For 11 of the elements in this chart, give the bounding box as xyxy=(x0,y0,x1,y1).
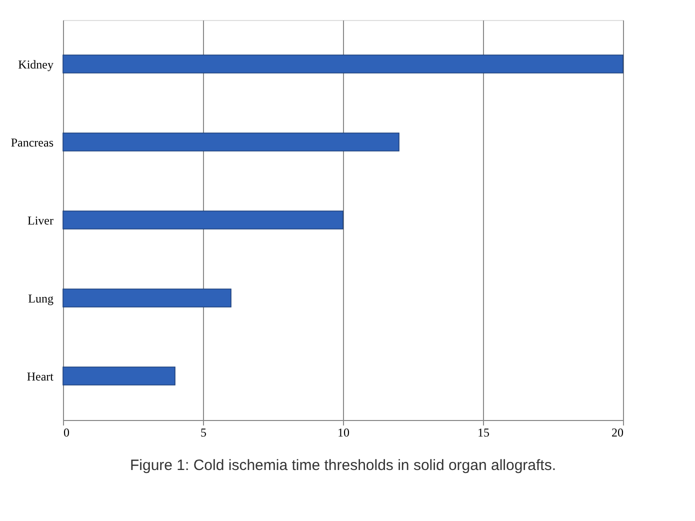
x-tick-label: 15 xyxy=(478,426,490,440)
x-tick-label: 0 xyxy=(64,426,70,440)
y-tick-label: Pancreas xyxy=(10,136,54,150)
y-tick-label: Heart xyxy=(26,370,54,384)
y-tick-label: Kidney xyxy=(18,58,54,72)
caption: Figure 1: Cold ischemia time thresholds in solid organ allografts. xyxy=(130,457,556,474)
x-tick-label: 5 xyxy=(200,426,206,440)
x-tick-label: 10 xyxy=(338,426,350,440)
x-tick-label: 20 xyxy=(612,426,624,440)
y-tick-label: Liver xyxy=(28,214,54,228)
y-tick-label: Lung xyxy=(28,292,54,306)
